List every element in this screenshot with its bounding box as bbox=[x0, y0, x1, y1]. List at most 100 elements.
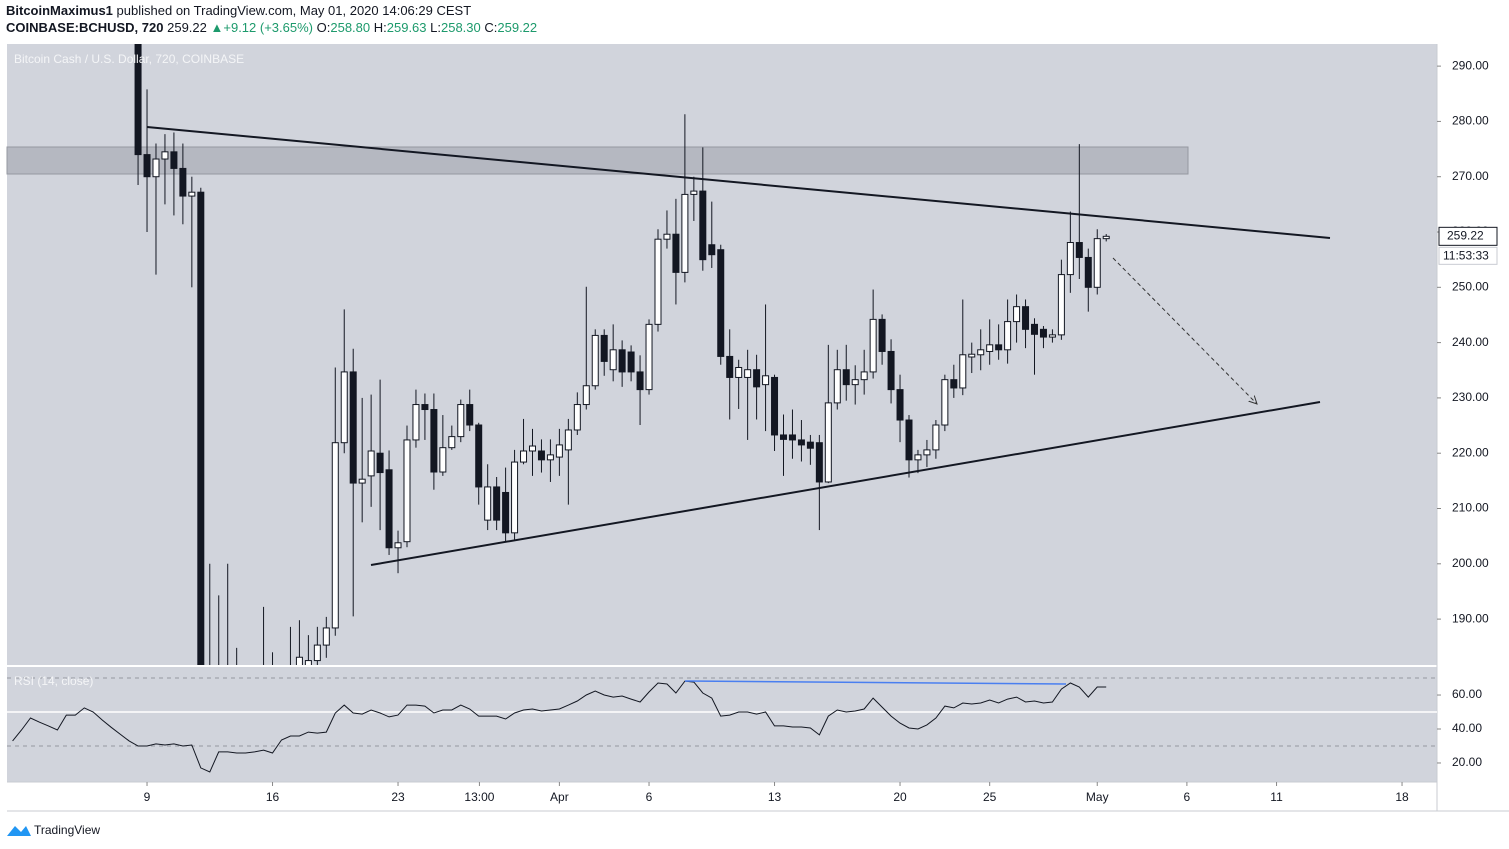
rsi-title: RSI (14, close) bbox=[14, 674, 93, 688]
x-tick-label: Apr bbox=[550, 790, 569, 804]
rsi-y-tick-label: 60.00 bbox=[1452, 687, 1482, 701]
y-tick-label: 190.00 bbox=[1452, 611, 1489, 625]
candle-body bbox=[421, 404, 429, 411]
candle-body bbox=[914, 454, 922, 461]
last-price-box bbox=[1438, 226, 1498, 246]
candle-body bbox=[744, 369, 752, 378]
candle-body bbox=[977, 349, 985, 356]
candle-body bbox=[152, 158, 160, 178]
x-tick-label: 13 bbox=[768, 790, 782, 804]
candle-body bbox=[304, 660, 312, 665]
projection-arrow bbox=[1112, 257, 1257, 404]
candle-body bbox=[493, 486, 501, 521]
rsi-y-tick-label: 20.00 bbox=[1452, 755, 1482, 769]
y-tick-label: 270.00 bbox=[1452, 169, 1489, 183]
change-arrow: ▲ bbox=[211, 20, 224, 35]
candle-body bbox=[726, 355, 734, 378]
candle-body bbox=[842, 369, 850, 386]
candle-body bbox=[385, 469, 393, 549]
candle-body bbox=[295, 656, 303, 665]
candle-body bbox=[394, 542, 402, 549]
candle-body bbox=[699, 190, 707, 261]
candle-body bbox=[753, 369, 761, 388]
candle-body bbox=[1022, 306, 1030, 330]
candle-body bbox=[484, 486, 492, 521]
candle-body bbox=[600, 334, 608, 362]
candle-body bbox=[1057, 274, 1065, 336]
candle-body bbox=[627, 351, 635, 373]
footer-logo: TradingView bbox=[7, 823, 100, 837]
x-tick-label: 6 bbox=[1184, 790, 1191, 804]
candle-body bbox=[1004, 321, 1012, 351]
candle-body bbox=[1102, 235, 1110, 240]
candle-body bbox=[995, 344, 1003, 351]
x-tick-label: 16 bbox=[266, 790, 280, 804]
candle-body bbox=[735, 366, 743, 378]
candle-body bbox=[349, 371, 357, 484]
candle-body bbox=[636, 371, 644, 391]
footer-brand: TradingView bbox=[34, 823, 100, 837]
y-tick-label: 210.00 bbox=[1452, 501, 1489, 515]
candle-body bbox=[143, 154, 151, 178]
close-value: 259.22 bbox=[497, 20, 537, 35]
candle-body bbox=[860, 371, 868, 381]
x-tick-label: 13:00 bbox=[464, 790, 494, 804]
candle-body bbox=[546, 454, 554, 461]
rsi-divergence-line bbox=[684, 680, 1067, 685]
candle-body bbox=[851, 379, 859, 386]
open-key: O: bbox=[317, 20, 331, 35]
candle-body bbox=[771, 376, 779, 436]
last-price-label: 259.22 bbox=[1447, 228, 1484, 242]
candle-body bbox=[887, 350, 895, 391]
candle-body bbox=[1048, 334, 1056, 338]
candle-body bbox=[582, 385, 590, 406]
candle-body bbox=[1039, 328, 1047, 338]
candle-body bbox=[663, 233, 671, 240]
candle-body bbox=[959, 354, 967, 389]
candle-body bbox=[555, 444, 563, 458]
rsi-plot bbox=[7, 677, 1437, 773]
candles bbox=[134, 44, 1110, 665]
x-tick-label: 20 bbox=[893, 790, 907, 804]
candle-body bbox=[537, 450, 545, 461]
candle-body bbox=[502, 491, 510, 534]
candle-body bbox=[520, 450, 528, 463]
candle-body bbox=[1084, 256, 1092, 288]
candle-body bbox=[788, 434, 796, 441]
candle-body bbox=[564, 429, 572, 451]
candle-body bbox=[161, 151, 169, 160]
candle-body bbox=[188, 191, 196, 197]
candle-body bbox=[340, 371, 348, 444]
candle-body bbox=[654, 238, 662, 325]
candle-body bbox=[412, 404, 420, 441]
candle-body bbox=[797, 439, 805, 446]
candle-body bbox=[322, 627, 330, 646]
change: +9.12 (+3.65%) bbox=[223, 20, 313, 35]
candle-body bbox=[179, 167, 187, 197]
candle-body bbox=[1030, 323, 1038, 335]
y-tick-label: 240.00 bbox=[1452, 335, 1489, 349]
descending-trendline bbox=[146, 126, 1331, 239]
x-tick-label: 25 bbox=[983, 790, 997, 804]
header-line-1: BitcoinMaximus1 published on TradingView… bbox=[6, 3, 471, 18]
candle-body bbox=[932, 424, 940, 451]
candle-body bbox=[448, 436, 456, 449]
candle-body bbox=[170, 151, 178, 169]
low-key: L: bbox=[430, 20, 441, 35]
y-tick-label: 290.00 bbox=[1452, 58, 1489, 72]
candle-body bbox=[708, 244, 716, 256]
candle-body bbox=[367, 450, 375, 477]
y-tick-label: 280.00 bbox=[1452, 114, 1489, 128]
candle-body bbox=[618, 349, 626, 373]
chart-title: Bitcoin Cash / U.S. Dollar, 720, COINBAS… bbox=[14, 52, 244, 66]
x-tick-label: 18 bbox=[1395, 790, 1409, 804]
y-tick-label: 250.00 bbox=[1452, 279, 1489, 293]
candle-body bbox=[457, 404, 465, 438]
candle-body bbox=[134, 44, 142, 156]
low-value: 258.30 bbox=[441, 20, 481, 35]
candle-body bbox=[609, 349, 617, 371]
rsi-line bbox=[12, 680, 1107, 773]
candle-body bbox=[1093, 238, 1101, 288]
candle-body bbox=[986, 344, 994, 352]
candle-body bbox=[430, 409, 438, 473]
